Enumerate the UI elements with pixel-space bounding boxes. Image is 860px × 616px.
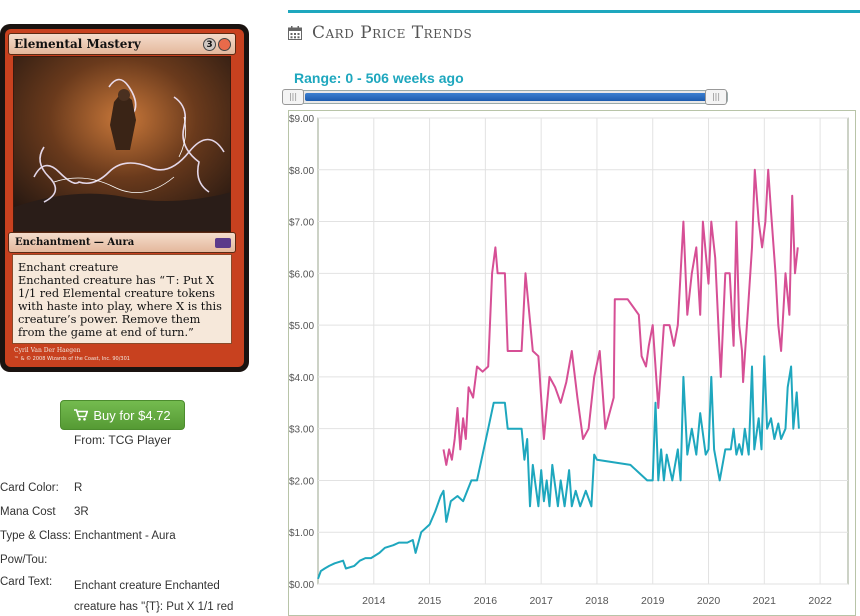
card-type-bar: Enchantment — Aura — [8, 232, 236, 253]
prop-label: Card Text: — [0, 576, 53, 588]
range-label: Range: 0 - 506 weeks ago — [294, 70, 464, 86]
range-slider-handle-max[interactable]: ||| — [705, 89, 727, 105]
prop-row-type: Type & Class: Enchantment - Aura — [0, 524, 244, 548]
prop-row-card-text: Card Text: Enchant creature Enchanted cr… — [0, 572, 244, 616]
set-symbol-icon — [215, 237, 231, 248]
price-chart-svg: $0.00 $1.00 $2.00 $3.00 $4.00 $5.00 $6.00 $7.00… — [288, 110, 856, 616]
y-tick-label: $8.00 — [289, 166, 314, 177]
card-artist: Cyril Van Der Haegen — [14, 347, 81, 354]
price-chart: $0.00 $1.00 $2.00 $3.00 $4.00 $5.00 $6.00 $7.00… — [288, 110, 856, 616]
card-rules-line2: Enchanted creature has “⊤: Put X 1/1 red… — [18, 274, 222, 339]
prop-row-color: Card Color: R — [0, 476, 244, 500]
card-properties: Card Color: R Mana Cost 3R Type & Class:… — [0, 476, 244, 616]
mana-symbol-red — [218, 37, 231, 51]
calendar-icon — [288, 26, 302, 40]
x-tick-label: 2019 — [641, 595, 665, 607]
card-type-line: Enchantment — Aura — [15, 237, 135, 248]
x-tick-label: 2022 — [808, 595, 832, 607]
card-image: Elemental Mastery 3 — [0, 24, 249, 372]
range-slider[interactable]: ||| ||| — [282, 89, 728, 105]
section-top-rule — [288, 10, 860, 13]
mana-cost: 3 — [203, 37, 231, 51]
buy-button-label: Buy for $4.72 — [93, 407, 171, 423]
y-tick-label: $5.00 — [289, 321, 314, 332]
buy-source: From: TCG Player — [73, 433, 172, 447]
buy-button[interactable]: Buy for $4.72 — [60, 400, 185, 430]
card-art — [13, 56, 231, 232]
section-title: Card Price Trends — [312, 23, 473, 43]
x-tick-label: 2016 — [474, 595, 498, 607]
prop-label: Type & Class: — [0, 530, 71, 542]
prop-label: Mana Cost — [0, 506, 56, 518]
series-line-1 — [317, 355, 800, 580]
prop-row-mana-cost: Mana Cost 3R — [0, 500, 244, 524]
card-name: Elemental Mastery — [14, 37, 141, 51]
prop-value: 3R — [74, 506, 89, 518]
prop-label: Pow/Tou: — [0, 554, 48, 566]
y-tick-label: $6.00 — [289, 269, 314, 280]
mana-symbol-generic: 3 — [203, 37, 216, 51]
series-line-0 — [442, 168, 799, 466]
range-slider-handle-min[interactable]: ||| — [282, 89, 304, 105]
y-tick-label: $0.00 — [289, 580, 314, 591]
y-tick-label: $7.00 — [289, 218, 314, 229]
plot-area — [317, 117, 849, 585]
section-header: Card Price Trends — [288, 22, 472, 44]
prop-value: R — [74, 482, 83, 494]
prop-value: Enchant creature Enchanted creature has … — [74, 580, 234, 613]
x-tick-label: 2015 — [418, 595, 442, 607]
card-name-bar: Elemental Mastery 3 — [8, 33, 236, 55]
x-tick-label: 2018 — [585, 595, 609, 607]
card-rules-text: Enchant creature Enchanted creature has … — [12, 254, 232, 344]
y-tick-label: $1.00 — [289, 528, 314, 539]
prop-value: Enchantment - Aura — [74, 530, 176, 542]
x-tick-label: 2021 — [753, 595, 777, 607]
card-art-illustration — [14, 57, 230, 231]
shopping-cart-icon — [74, 409, 89, 421]
prop-row-pow-tou: Pow/Tou: — [0, 548, 244, 572]
y-tick-label: $9.00 — [289, 114, 314, 125]
x-tick-label: 2014 — [362, 595, 386, 607]
x-tick-label: 2020 — [697, 595, 721, 607]
x-tick-label: 2017 — [529, 595, 553, 607]
y-tick-label: $3.00 — [289, 425, 314, 436]
card-copyright: ™ & © 2008 Wizards of the Coast, Inc. 90… — [14, 356, 130, 362]
range-slider-fill — [305, 93, 715, 101]
card-rules-line1: Enchant creature — [18, 261, 119, 274]
y-tick-label: $2.00 — [289, 476, 314, 487]
y-tick-label: $4.00 — [289, 373, 314, 384]
prop-label: Card Color: — [0, 482, 59, 494]
